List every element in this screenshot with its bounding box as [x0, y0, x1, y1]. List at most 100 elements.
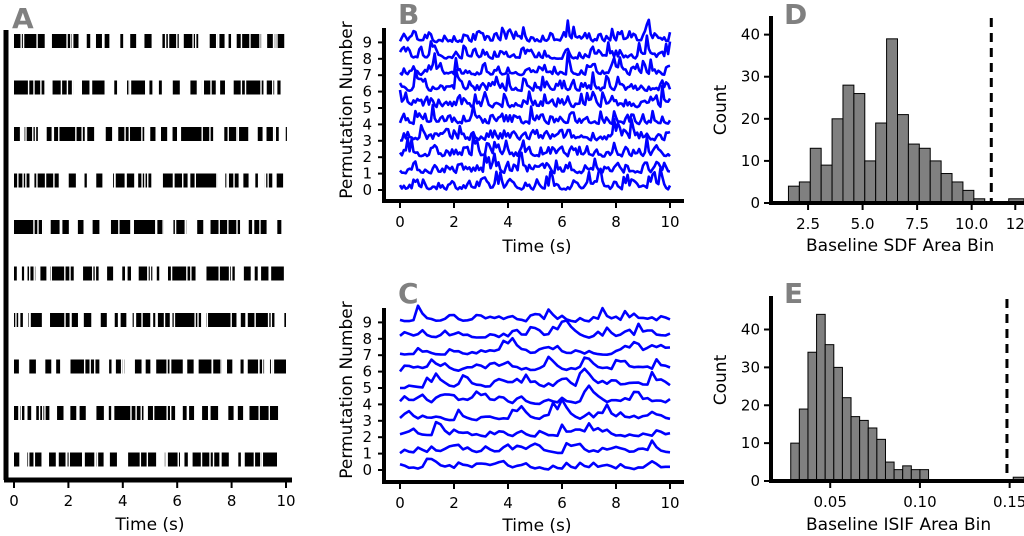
panel-label-c: C	[398, 277, 419, 310]
spike-burst	[161, 127, 168, 141]
x-tick-label: 10	[660, 213, 679, 231]
spike-burst	[83, 266, 100, 281]
y-tick-label: 2	[362, 148, 372, 166]
y-tick-label: 30	[741, 68, 760, 86]
spike-burst	[118, 127, 145, 141]
histogram-bars-d	[787, 38, 1024, 204]
spike-burst	[87, 127, 95, 141]
y-tick-label: 0	[362, 461, 372, 479]
spike-burst	[52, 80, 74, 95]
spike-burst	[210, 406, 219, 420]
spike-burst	[198, 359, 222, 374]
spike-gap	[230, 313, 232, 327]
spike-burst	[255, 173, 258, 188]
spike-gap	[72, 34, 74, 48]
spike-burst	[228, 406, 234, 420]
spike-gap	[33, 80, 35, 95]
trace-line	[399, 384, 671, 406]
spike-gap	[94, 452, 96, 467]
spike-gap	[260, 452, 262, 467]
spike-burst	[266, 127, 279, 141]
y-tick-label: 9	[362, 313, 372, 331]
x-tick-label: 4	[503, 213, 513, 231]
spike-gap	[264, 173, 267, 188]
spike-gap	[273, 127, 275, 141]
spike-burst	[240, 313, 246, 327]
histogram-bars-e	[790, 313, 1024, 482]
y-tick-label: 0	[750, 472, 760, 490]
spike-gap	[44, 173, 47, 188]
spike-gap	[18, 313, 21, 327]
y-tick-label: 10	[741, 434, 760, 452]
spike-burst	[126, 173, 135, 188]
x-tick-label: 2	[449, 494, 459, 512]
spike-burst	[247, 359, 265, 374]
histogram-bar	[864, 160, 877, 204]
spike-gap	[68, 452, 70, 467]
spike-gap	[227, 173, 229, 188]
spike-gap	[134, 313, 137, 327]
spike-burst	[237, 406, 244, 420]
trace-lines-b	[398, 18, 672, 191]
y-label-d: Count	[711, 84, 731, 135]
spike-gap	[124, 127, 126, 141]
y-label-b: Permutation Number	[337, 21, 357, 198]
spike-gap	[258, 406, 260, 420]
spike-gap	[276, 34, 278, 48]
histogram-bar	[831, 118, 844, 204]
spike-gap	[58, 127, 60, 141]
spike-gap	[200, 452, 203, 467]
spike-burst	[164, 452, 180, 467]
x-tick-label: 8	[611, 494, 621, 512]
y-label-c: Permutation Number	[337, 301, 357, 478]
spike-burst	[82, 80, 105, 95]
spike-burst	[181, 127, 214, 141]
spike-gap	[165, 452, 167, 467]
spike-gap	[121, 359, 123, 374]
y-ticks-d: 0 10 20 30 40	[741, 26, 771, 212]
spike-gap	[70, 34, 72, 48]
y-tick-label: 2	[362, 428, 372, 446]
spike-gap	[259, 34, 261, 48]
spike-burst	[138, 266, 153, 281]
trace-line	[398, 355, 671, 373]
histogram-bar	[798, 408, 809, 482]
x-label-b: Time (s)	[501, 237, 571, 257]
histogram-bar	[929, 160, 942, 204]
spike-gap	[201, 80, 203, 95]
x-tick-label: 6	[172, 492, 182, 510]
spike-gap	[60, 220, 63, 234]
spike-burst	[187, 359, 194, 374]
spike-gap	[217, 34, 219, 48]
spike-burst	[115, 359, 125, 374]
spike-gap	[53, 173, 55, 188]
spike-gap	[220, 359, 222, 374]
spike-gap	[186, 220, 188, 234]
spike-gap	[301, 313, 303, 327]
spike-gap	[236, 127, 238, 141]
spike-gap	[258, 359, 260, 374]
histogram-bar	[798, 181, 811, 204]
spike-gap	[227, 220, 229, 234]
x-ticks-d: 2.5 5.0 7.5 10.0 12	[796, 203, 1024, 233]
spike-burst	[202, 406, 208, 420]
spike-gap	[29, 266, 31, 281]
panel-label-b: B	[398, 0, 419, 31]
spike-burst	[27, 406, 32, 420]
spike-gap	[156, 313, 158, 327]
x-tick-label: 0	[395, 213, 405, 231]
spike-gap	[41, 220, 44, 234]
spike-burst	[14, 173, 30, 188]
spike-gap	[270, 313, 273, 327]
spike-gap	[18, 313, 20, 327]
spike-burst	[14, 359, 19, 374]
panel-d: D 0 10 20 30 40 2.5 5.0 7.5 10.0 12 Baseline SDF…	[711, 0, 1024, 256]
spike-gap	[201, 127, 203, 141]
spike-burst	[182, 406, 187, 420]
spike-burst	[144, 34, 152, 48]
spike-burst	[227, 359, 233, 374]
spike-burst	[240, 359, 244, 374]
spike-burst	[192, 452, 220, 467]
